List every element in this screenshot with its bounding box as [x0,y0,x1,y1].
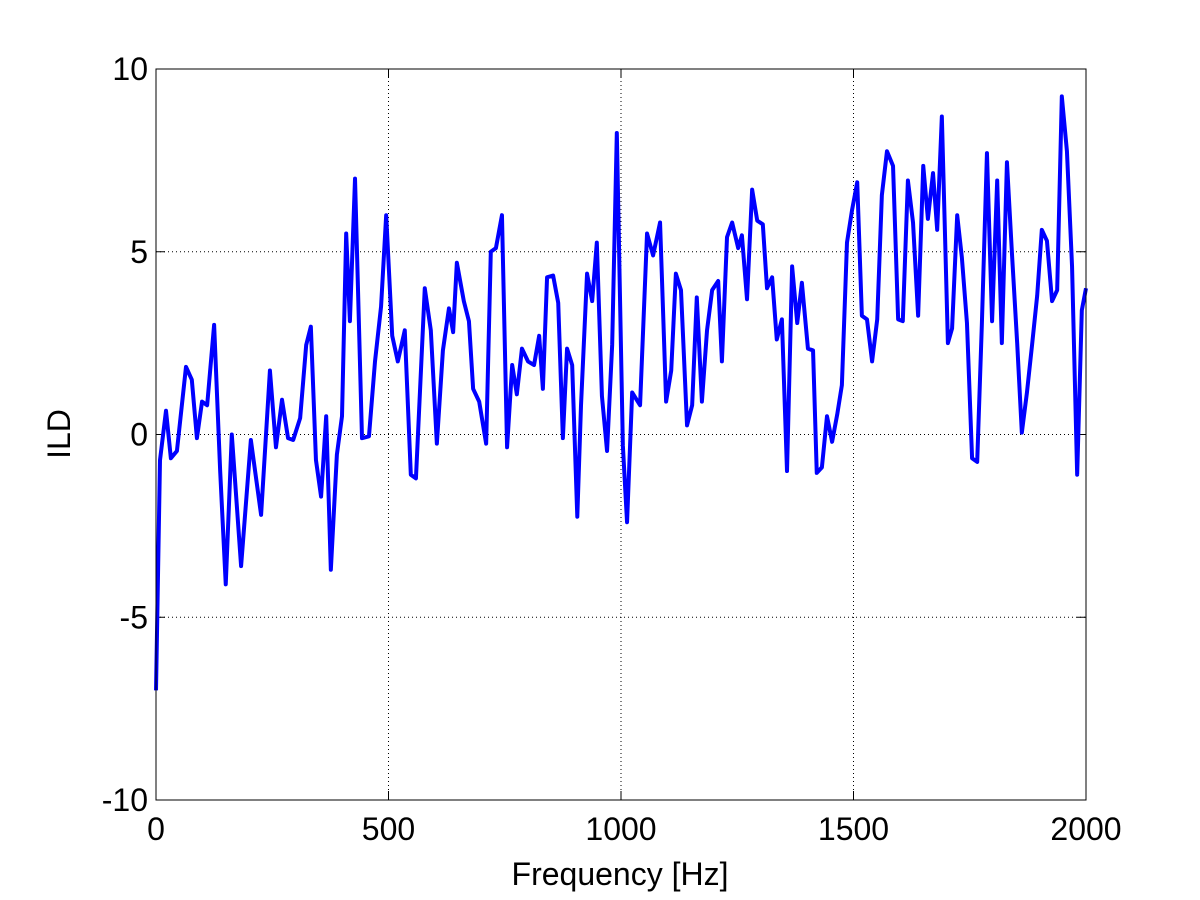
x-tick-label: 500 [362,811,415,847]
y-tick-label: 5 [130,234,148,270]
data-line [154,94,1088,691]
axes-box [155,68,1087,801]
y-tick-label: -5 [120,599,148,635]
x-axis-label: Frequency [Hz] [512,856,729,892]
y-tick-label: -10 [102,782,148,818]
x-tick-label: 2000 [1050,811,1121,847]
y-tick-label: 0 [130,417,148,453]
y-tick-label: 10 [112,51,148,87]
y-axis-label: ILD [41,409,77,459]
x-tick-label: 1500 [818,811,889,847]
x-tick-label: 0 [147,811,165,847]
x-tick-label: 1000 [585,811,656,847]
